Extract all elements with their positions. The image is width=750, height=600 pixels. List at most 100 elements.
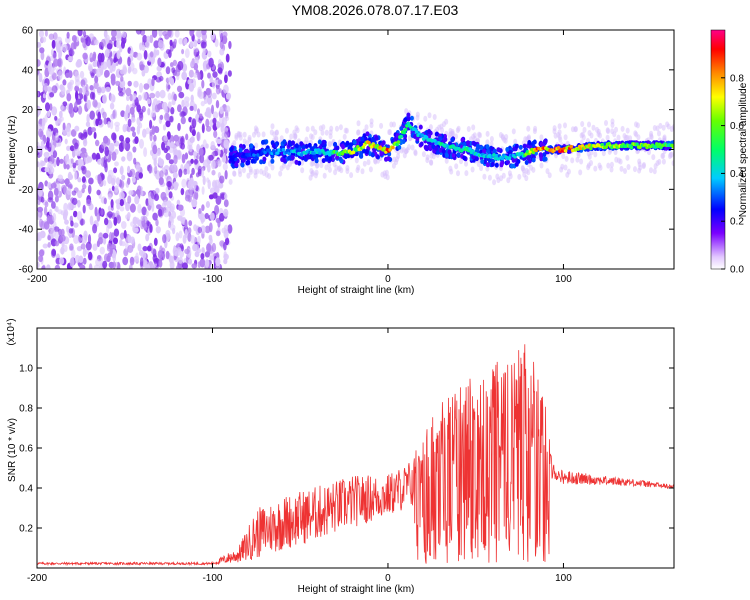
noise-speckle <box>143 147 148 158</box>
noise-speckle <box>104 217 109 226</box>
haze-speckle <box>355 167 360 174</box>
haze-speckle <box>428 124 433 131</box>
haze-speckle <box>391 162 396 169</box>
noise-speckle <box>59 234 66 242</box>
noise-speckle <box>119 191 125 200</box>
noise-speckle <box>107 211 113 218</box>
haze-speckle <box>605 127 610 134</box>
noise-speckle <box>219 212 225 222</box>
band-speckle <box>510 163 514 169</box>
noise-speckle <box>219 48 225 56</box>
noise-speckle <box>145 233 150 242</box>
noise-speckle <box>170 141 174 149</box>
noise-speckle <box>204 111 209 117</box>
band-speckle <box>532 139 537 145</box>
noise-speckle <box>70 129 77 137</box>
noise-speckle <box>155 90 161 99</box>
colorbar-tick-label: 0.4 <box>730 169 744 180</box>
noise-speckle <box>50 228 56 238</box>
noise-speckle <box>216 138 222 144</box>
noise-speckle <box>66 93 72 102</box>
noise-speckle <box>73 210 78 218</box>
band-speckle <box>485 162 490 168</box>
y-tick-label: -40 <box>19 225 34 236</box>
noise-speckle <box>146 98 151 105</box>
noise-speckle <box>114 121 120 127</box>
noise-speckle <box>97 52 103 63</box>
haze-speckle <box>395 156 399 163</box>
noise-speckle <box>84 151 88 158</box>
noise-speckle <box>111 36 117 42</box>
haze-speckle <box>294 125 299 132</box>
noise-speckle <box>43 151 50 158</box>
noise-speckle <box>102 232 109 239</box>
noise-speckle <box>42 264 46 269</box>
noise-speckle <box>46 264 51 269</box>
noise-speckle <box>158 177 164 186</box>
noise-speckle <box>82 138 88 147</box>
noise-speckle <box>92 223 98 234</box>
noise-speckle <box>139 42 143 51</box>
noise-speckle <box>167 92 172 101</box>
noise-speckle <box>122 256 129 266</box>
haze-speckle <box>321 124 326 131</box>
band-speckle <box>479 145 484 151</box>
y-tick-label: 0.6 <box>19 444 33 455</box>
noise-speckle <box>197 72 201 81</box>
noise-speckle <box>225 53 230 63</box>
noise-speckle <box>115 80 121 86</box>
haze-speckle <box>327 141 332 148</box>
noise-speckle <box>110 175 117 184</box>
band-speckle <box>415 136 420 142</box>
noise-speckle <box>100 86 106 94</box>
noise-speckle <box>81 188 85 194</box>
band-speckle <box>229 147 234 152</box>
noise-speckle <box>51 106 58 116</box>
track-point <box>629 145 634 150</box>
snr-axes: -200 -100 0 100 0.2 0.4 0.6 0.8 1.0 <box>19 328 674 584</box>
noise-speckle <box>213 130 218 138</box>
haze-speckle <box>354 157 359 164</box>
noise-speckle <box>171 163 177 173</box>
noise-speckle <box>37 69 40 75</box>
noise-speckle <box>201 41 207 49</box>
noise-speckle <box>117 32 123 39</box>
noise-speckle <box>112 110 116 119</box>
noise-speckle <box>216 120 220 129</box>
snr-xlabel: Height of straight line (km) <box>298 584 415 595</box>
noise-speckle <box>145 210 149 217</box>
noise-speckle <box>87 184 92 195</box>
band-speckle <box>270 158 275 164</box>
noise-speckle <box>133 94 137 100</box>
noise-speckle <box>127 56 131 67</box>
band-speckle <box>462 142 467 147</box>
noise-speckle <box>147 108 151 116</box>
noise-speckle <box>179 111 186 118</box>
haze-speckle <box>589 160 593 166</box>
noise-speckle <box>190 235 196 244</box>
noise-speckle <box>216 159 222 165</box>
noise-speckle <box>73 235 79 244</box>
noise-speckle <box>211 242 217 253</box>
noise-speckle <box>134 136 139 145</box>
noise-speckle <box>214 38 219 48</box>
noise-speckle <box>78 87 83 95</box>
noise-speckle <box>137 94 142 101</box>
noise-speckle <box>130 126 136 132</box>
haze-speckle <box>671 160 674 167</box>
haze-speckle <box>429 159 433 166</box>
noise-speckle <box>102 111 107 119</box>
track-point <box>351 150 356 154</box>
noise-speckle <box>203 96 208 105</box>
track-point <box>496 157 501 161</box>
noise-speckle <box>135 30 142 35</box>
noise-speckle <box>152 144 158 155</box>
noise-speckle <box>180 188 185 196</box>
noise-speckle <box>202 47 207 55</box>
noise-speckle <box>169 203 175 213</box>
haze-speckle <box>456 170 460 177</box>
track-point <box>468 147 472 151</box>
noise-speckle <box>209 77 213 84</box>
snr-panel: -200 -100 0 100 0.2 0.4 0.6 0.8 1.0 Height of st… <box>6 318 675 595</box>
noise-speckle <box>215 86 221 95</box>
